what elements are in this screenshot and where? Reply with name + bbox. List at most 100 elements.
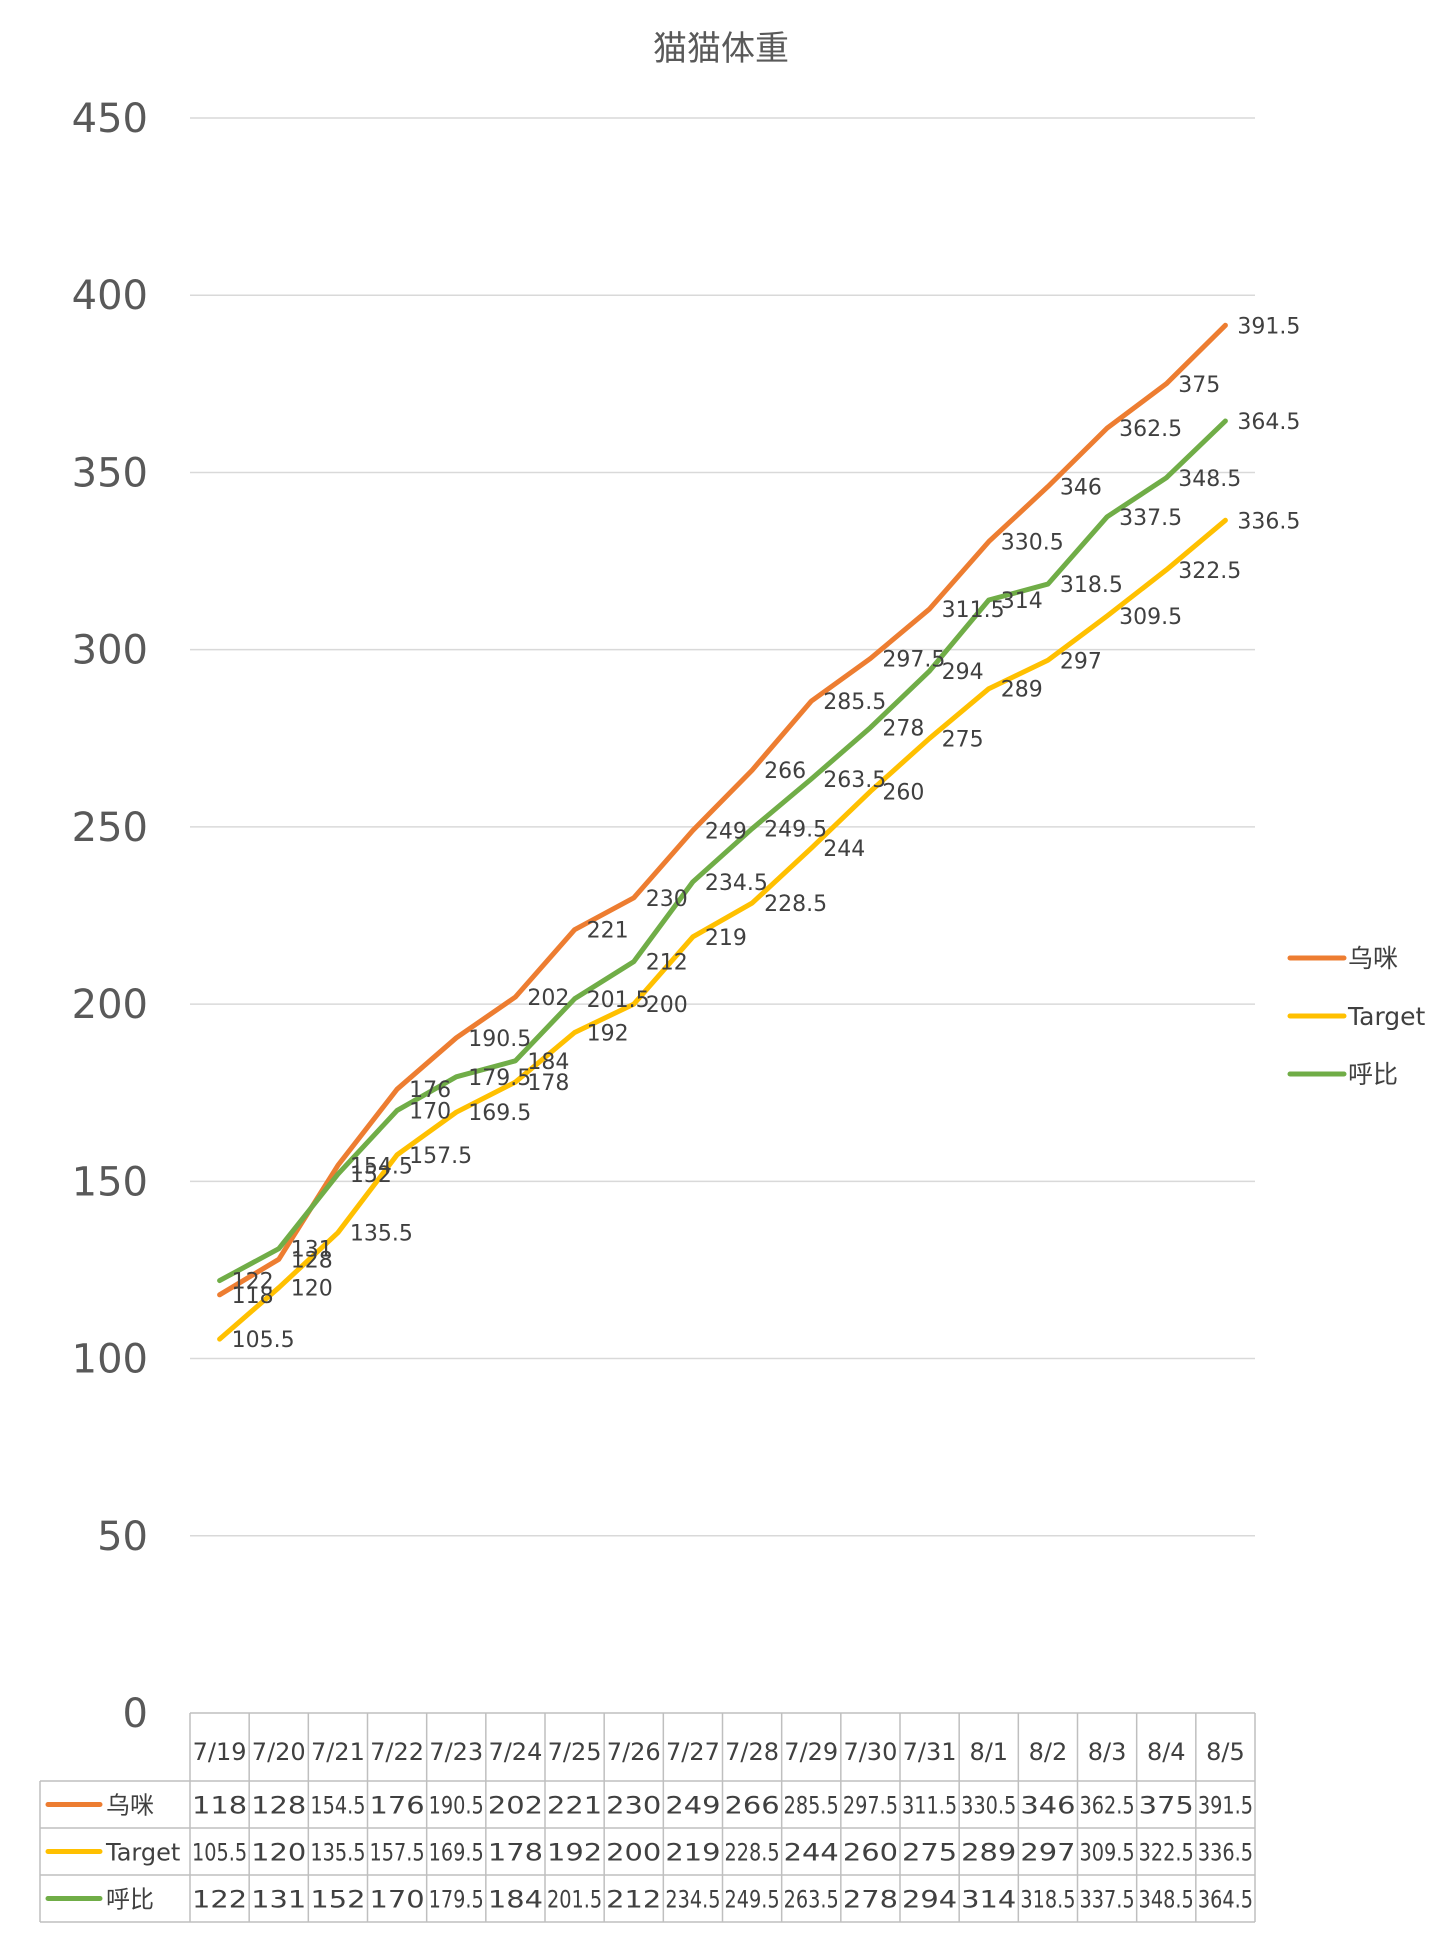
data-label: 289: [1001, 678, 1043, 703]
table-cell: 202: [488, 1792, 543, 1820]
table-cell: 322.5: [1139, 1839, 1194, 1867]
legend: 乌咪 Target 呼比: [1287, 944, 1426, 1089]
table-header-cell: 8/5: [1206, 1738, 1245, 1766]
data-label: 294: [942, 660, 984, 685]
data-label: 244: [823, 837, 865, 862]
table-header-cell: 7/26: [607, 1738, 661, 1766]
table-header-cell: 7/28: [725, 1738, 779, 1766]
data-label: 297.5: [882, 648, 945, 673]
data-label: 179.5: [468, 1066, 531, 1091]
table-cell: 348.5: [1139, 1886, 1194, 1914]
table-header-cell: 7/31: [903, 1738, 957, 1766]
data-label: 260: [882, 780, 924, 805]
table-cell: 192: [547, 1839, 602, 1867]
data-label: 234.5: [705, 871, 768, 896]
table-cell: 154.5: [310, 1792, 365, 1820]
data-label: 176: [409, 1078, 451, 1103]
data-table: 7/19 7/20 7/21 7/22 7/23 7/24 7/25 7/26 7/27 7/28…: [39, 1712, 1256, 1923]
table-header-cell: 7/29: [784, 1738, 838, 1766]
table-cell: 311.5: [902, 1792, 957, 1820]
data-label: 336.5: [1237, 509, 1300, 534]
data-labels: 118128154.5176190.5202221230249266285.52…: [232, 314, 1301, 1353]
data-label: 263.5: [823, 768, 886, 793]
legend-label: 呼比: [1348, 1060, 1398, 1089]
y-tick-label: 100: [72, 1337, 148, 1383]
series-line-0: [217, 322, 1228, 1298]
table-cell: 122: [192, 1886, 247, 1914]
table-cell: 169.5: [429, 1839, 484, 1867]
table-cell: 318.5: [1020, 1886, 1075, 1914]
data-label: 228.5: [764, 892, 827, 917]
table-header-cell: 8/1: [969, 1738, 1008, 1766]
data-label: 135.5: [350, 1222, 413, 1247]
table-row-label: 乌咪: [106, 1792, 154, 1820]
table-cell: 263.5: [784, 1886, 839, 1914]
legend-label: Target: [1347, 1002, 1426, 1031]
data-label: 249.5: [764, 818, 827, 843]
table-cell: 221: [547, 1792, 602, 1820]
table-cell: 105.5: [192, 1839, 247, 1867]
table-header-cell: 7/24: [488, 1738, 542, 1766]
table-cell: 200: [606, 1839, 661, 1867]
table-cell: 118: [192, 1792, 247, 1820]
data-label: 318.5: [1060, 573, 1123, 598]
table-header-cell: 8/3: [1088, 1738, 1127, 1766]
data-label: 120: [291, 1277, 333, 1302]
table-cell: 336.5: [1198, 1839, 1253, 1867]
data-label: 337.5: [1119, 506, 1182, 531]
data-label: 362.5: [1119, 417, 1182, 442]
table-cell: 128: [251, 1792, 306, 1820]
data-label: 364.5: [1237, 410, 1300, 435]
table-row-label: Target: [105, 1839, 180, 1867]
data-label: 184: [527, 1050, 569, 1075]
data-label: 122: [232, 1270, 274, 1295]
table-cell: 294: [902, 1886, 957, 1914]
table-cell: 230: [606, 1792, 661, 1820]
data-label: 297: [1060, 649, 1102, 674]
data-label: 154.5: [350, 1154, 413, 1179]
data-label: 249: [705, 819, 747, 844]
table-header-cell: 7/25: [548, 1738, 602, 1766]
table-cell: 219: [665, 1839, 720, 1867]
table-cell: 178: [488, 1839, 543, 1867]
table-cell: 330.5: [961, 1792, 1016, 1820]
table-cell: 266: [725, 1792, 780, 1820]
data-label: 275: [942, 727, 984, 752]
y-tick-label: 350: [72, 450, 148, 496]
table-cell: 249: [665, 1792, 720, 1820]
table-cell: 190.5: [429, 1792, 484, 1820]
y-tick-label: 250: [72, 805, 148, 851]
table-header-cell: 7/20: [252, 1738, 306, 1766]
table-cell: 289: [961, 1839, 1016, 1867]
y-tick-label: 300: [72, 628, 148, 674]
y-tick-label: 150: [72, 1159, 148, 1205]
table-cell: 314: [961, 1886, 1016, 1914]
y-tick-label: 0: [123, 1691, 148, 1737]
table-header-cell: 8/2: [1029, 1738, 1068, 1766]
data-label: 309.5: [1119, 605, 1182, 630]
data-label: 375: [1178, 373, 1220, 398]
table-row-label: 呼比: [106, 1886, 154, 1914]
table-header-cell: 7/30: [843, 1738, 897, 1766]
table-cell: 120: [251, 1839, 306, 1867]
table-cell: 285.5: [784, 1792, 839, 1820]
table-cell: 170: [370, 1886, 425, 1914]
table-cell: 228.5: [725, 1839, 780, 1867]
y-tick-label: 50: [97, 1514, 148, 1560]
table-cell: 362.5: [1080, 1792, 1135, 1820]
table-cell: 131: [251, 1886, 306, 1914]
table-cell: 275: [902, 1839, 957, 1867]
table-cell: 212: [606, 1886, 661, 1914]
table-header-cell: 7/27: [666, 1738, 720, 1766]
gridlines: [190, 117, 1255, 1537]
table-cell: 244: [784, 1839, 839, 1867]
table-cell: 260: [843, 1839, 898, 1867]
data-label: 311.5: [942, 598, 1005, 623]
table-cell: 152: [310, 1886, 365, 1914]
data-label: 200: [646, 993, 688, 1018]
series-line-1: [217, 517, 1228, 1342]
data-label: 285.5: [823, 690, 886, 715]
table-cell: 234.5: [665, 1886, 720, 1914]
data-label: 330.5: [1001, 531, 1064, 556]
